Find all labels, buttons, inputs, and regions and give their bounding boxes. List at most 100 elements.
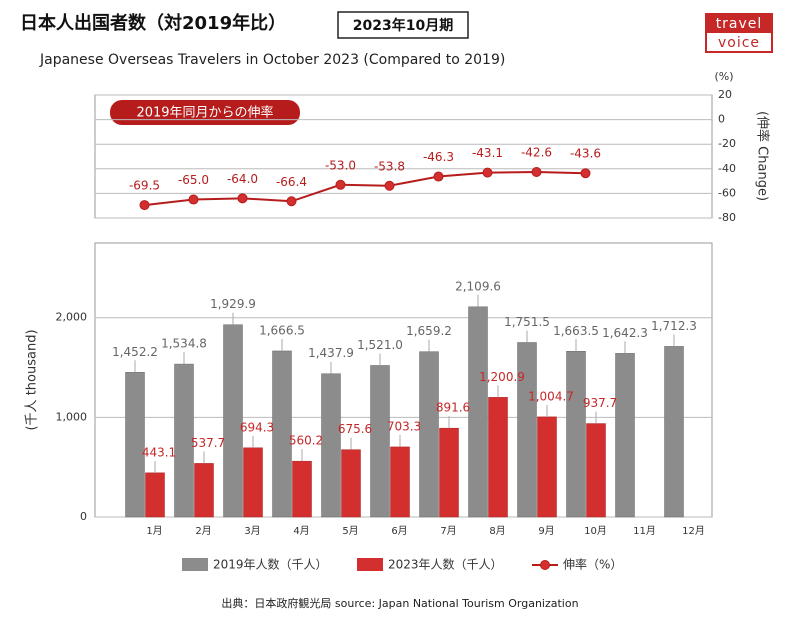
period: 2023年10月期	[353, 17, 453, 34]
data-label: -53.8	[374, 159, 405, 173]
point	[139, 200, 150, 211]
data-label: 560.2	[289, 434, 323, 448]
x-tick-label: 2月	[195, 525, 211, 537]
x-tick-label: 9月	[538, 525, 554, 537]
data-label: 891.6	[436, 401, 470, 415]
bar	[419, 351, 439, 518]
data-label: 1,437.9	[308, 346, 354, 360]
data-label: 1,452.2	[112, 345, 158, 359]
logo-text: travel	[716, 16, 763, 32]
data-label: 1,642.3	[602, 326, 648, 340]
data-label: 1,004.7	[528, 389, 574, 403]
data-label: 1,659.2	[406, 324, 452, 338]
data-label: 1,521.0	[357, 338, 403, 352]
data-label: -65.0	[178, 173, 209, 187]
bar	[488, 397, 508, 518]
bar	[292, 460, 312, 518]
data-label: 443.1	[142, 445, 176, 459]
point	[580, 168, 591, 179]
data-label: 1,663.5	[553, 324, 599, 338]
bar	[468, 306, 488, 518]
data-label: 694.3	[240, 420, 274, 434]
y2-tick-label: 0	[718, 113, 725, 126]
bar	[145, 472, 165, 518]
legend-swatch	[540, 560, 550, 570]
point	[286, 196, 297, 207]
bar	[321, 373, 341, 518]
point	[433, 171, 444, 182]
line-badge	[110, 100, 300, 125]
subtitle: Japanese Overseas Travelers in October 2…	[39, 52, 505, 68]
bar	[664, 346, 684, 518]
data-label: 2,109.6	[455, 279, 501, 293]
x-tick-label: 12月	[682, 525, 705, 537]
data-label: -42.6	[521, 145, 552, 159]
logo-top	[706, 14, 772, 33]
legend-label: 2023年人数（千人）	[388, 557, 503, 572]
y2-tick-label: -20	[718, 137, 736, 150]
y2-label: (伸率 Change)	[755, 111, 771, 201]
data-label: 1,751.5	[504, 315, 550, 329]
period-box	[337, 11, 469, 39]
x-tick-label: 5月	[342, 525, 358, 537]
legend-label: 2019年人数（千人）	[213, 557, 328, 572]
point	[482, 167, 493, 178]
x-tick-label: 7月	[440, 525, 456, 537]
x-tick-label: 8月	[489, 525, 505, 537]
x-tick-label: 4月	[293, 525, 309, 537]
data-label: -53.0	[325, 158, 356, 172]
bar	[586, 423, 606, 518]
y2-tick-label: -60	[718, 186, 736, 199]
point	[335, 179, 346, 190]
bar	[341, 449, 361, 518]
bar	[243, 447, 263, 518]
source: 出典：日本政府観光局 source: Japan National Touris…	[221, 596, 578, 610]
bar	[390, 446, 410, 518]
legend-label: 伸率（%）	[563, 557, 622, 572]
data-label: 537.7	[191, 436, 225, 450]
bar	[370, 365, 390, 518]
data-label: -64.0	[227, 172, 258, 186]
bar	[194, 463, 214, 518]
y-tick-label: 0	[80, 510, 87, 523]
data-label: 1,200.9	[479, 370, 525, 384]
x-tick-label: 6月	[391, 525, 407, 537]
data-label: 1,712.3	[651, 319, 697, 333]
legend-swatch	[182, 558, 208, 571]
bar	[615, 353, 635, 518]
data-label: -66.4	[276, 175, 307, 189]
logo-text: voice	[718, 35, 760, 51]
point	[384, 180, 395, 191]
x-tick-label: 3月	[244, 525, 260, 537]
x-tick-label: 1月	[146, 525, 162, 537]
y-label: (千人 thousand)	[25, 329, 40, 430]
data-label: 1,666.5	[259, 323, 305, 337]
y2-tick-label: 20	[718, 88, 732, 101]
bar	[566, 351, 586, 518]
line-title: 2019年同月からの伸率	[136, 105, 273, 121]
line	[144, 170, 586, 207]
data-label: -69.5	[129, 179, 160, 193]
data-label: 703.3	[387, 419, 421, 433]
title: 日本人出国者数（対2019年比）	[20, 12, 286, 34]
unit: (%)	[714, 70, 733, 83]
data-label: 1,929.9	[210, 297, 256, 311]
data-label: 1,534.8	[161, 337, 207, 351]
point	[531, 166, 542, 177]
y2-tick-label: -40	[718, 162, 736, 175]
point	[237, 193, 248, 204]
data-label: -46.3	[423, 150, 454, 164]
legend-swatch	[357, 558, 383, 571]
point	[188, 194, 199, 205]
y-tick-label: 2,000	[56, 311, 88, 324]
data-label: -43.6	[570, 147, 601, 161]
bar	[537, 416, 557, 518]
y-tick-label: 1,000	[56, 410, 88, 423]
bar	[517, 342, 537, 518]
x-tick-label: 11月	[633, 525, 656, 537]
bar	[439, 427, 459, 518]
data-label: 937.7	[583, 396, 617, 410]
data-label: 675.6	[338, 422, 372, 436]
data-label: -43.1	[472, 146, 503, 160]
